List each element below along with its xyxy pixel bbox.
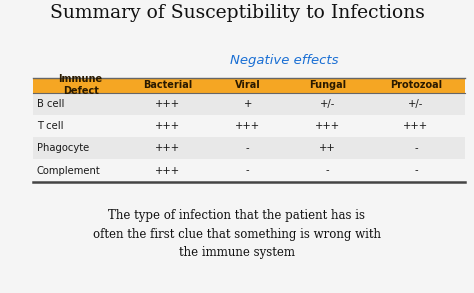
Bar [33, 93, 465, 115]
Text: +: + [244, 99, 252, 109]
Bar [33, 115, 465, 137]
Text: T cell: T cell [37, 121, 64, 131]
Text: Viral: Viral [235, 80, 261, 90]
Text: Phagocyte: Phagocyte [37, 143, 89, 153]
Text: Complement: Complement [37, 166, 100, 176]
Bar [33, 159, 465, 182]
Text: -: - [246, 143, 250, 153]
Bar [33, 137, 465, 159]
Bar [288, 78, 367, 93]
Text: +++: +++ [155, 121, 181, 131]
Text: +++: +++ [155, 99, 181, 109]
Text: +++: +++ [235, 121, 260, 131]
Text: +++: +++ [315, 121, 340, 131]
Text: +++: +++ [155, 143, 181, 153]
Text: +++: +++ [403, 121, 428, 131]
Text: -: - [326, 166, 329, 176]
Bar [367, 78, 465, 93]
Bar [33, 78, 128, 93]
Text: -: - [414, 166, 418, 176]
Text: Negative effects: Negative effects [230, 54, 338, 67]
Text: Bacterial: Bacterial [143, 80, 192, 90]
Text: Immune
Defect: Immune Defect [59, 74, 103, 96]
Text: +/-: +/- [320, 99, 335, 109]
Text: ++: ++ [319, 143, 336, 153]
Text: -: - [246, 166, 250, 176]
Bar [128, 78, 208, 93]
Text: The type of infection that the patient has is
often the first clue that somethin: The type of infection that the patient h… [93, 209, 381, 260]
Text: -: - [414, 143, 418, 153]
Text: +/-: +/- [408, 99, 424, 109]
Text: Summary of Susceptibility to Infections: Summary of Susceptibility to Infections [50, 4, 424, 22]
Text: Fungal: Fungal [309, 80, 346, 90]
Text: B cell: B cell [37, 99, 64, 109]
Text: Protozoal: Protozoal [390, 80, 442, 90]
Bar [208, 78, 288, 93]
Text: +++: +++ [155, 166, 181, 176]
